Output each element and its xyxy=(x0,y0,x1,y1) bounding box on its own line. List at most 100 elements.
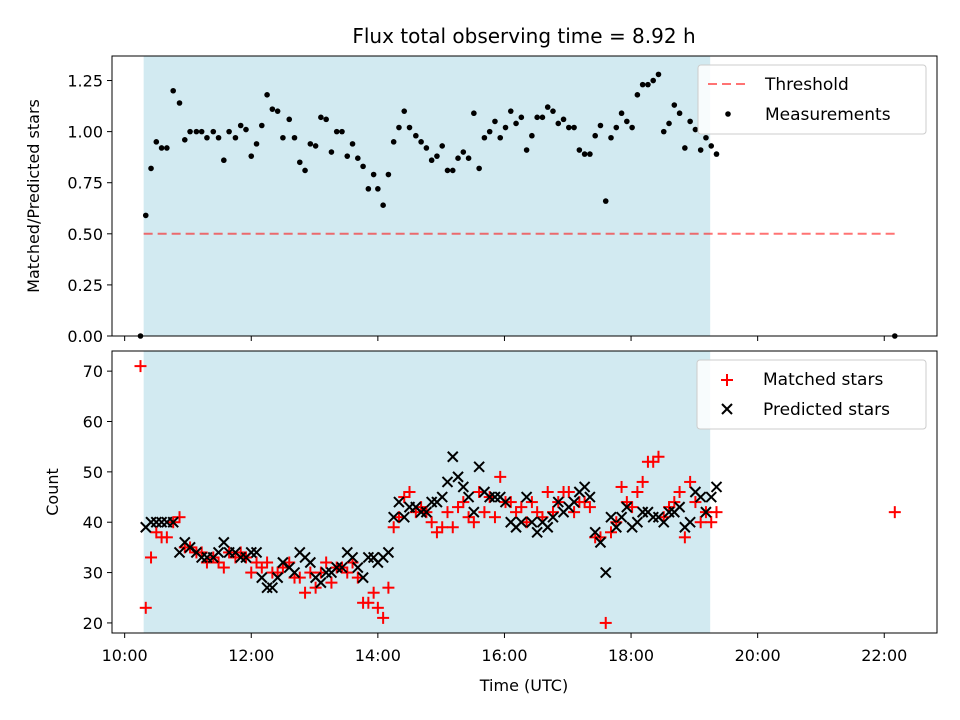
measurement-point xyxy=(302,167,308,174)
x-tick-label: 18:00 xyxy=(608,646,654,665)
top-legend: Threshold Measurements xyxy=(697,64,927,135)
measurement-point xyxy=(650,77,657,84)
measurement-point xyxy=(176,100,183,106)
measurement-point xyxy=(518,114,525,121)
matched-star-point xyxy=(694,516,707,529)
measurement-point xyxy=(158,145,165,151)
measurement-point xyxy=(243,126,249,133)
matched-star-point xyxy=(488,511,501,524)
measurement-point xyxy=(666,120,672,127)
predicted-star-point xyxy=(547,511,559,523)
measurement-point xyxy=(333,128,340,135)
bottom-shaded-span xyxy=(143,351,711,633)
bottom-y-axis: 20 30 40 50 60 70 xyxy=(83,362,112,633)
measurement-point xyxy=(544,104,551,110)
measurement-point xyxy=(365,186,372,192)
matched-star-point xyxy=(631,486,644,498)
top-axes-frame xyxy=(111,55,938,337)
predicted-star-point xyxy=(578,481,591,493)
measurement-point xyxy=(401,108,408,114)
x-tick-label: 20:00 xyxy=(735,646,781,665)
x-tick-label: 12:00 xyxy=(228,646,274,665)
matched-star-point xyxy=(599,616,612,629)
measurement-point xyxy=(708,143,715,149)
matched-star-point xyxy=(562,486,575,498)
measurement-point xyxy=(539,114,546,121)
matched-star-point xyxy=(446,521,459,534)
measurement-point xyxy=(406,124,413,131)
measurement-point xyxy=(449,167,456,174)
matched-star-point xyxy=(673,486,686,498)
measurement-point xyxy=(296,159,303,166)
measurement-point xyxy=(423,145,430,151)
measurement-point xyxy=(444,167,451,174)
matched-star-point xyxy=(134,360,147,373)
predicted-star-point xyxy=(673,501,686,513)
predicted-star-point xyxy=(315,576,327,589)
predicted-star-point xyxy=(173,546,186,559)
measurement-point xyxy=(193,128,200,135)
measurement-point xyxy=(418,139,424,145)
top-y-tick-label: 1.25 xyxy=(67,72,103,91)
predicted-star-point xyxy=(250,546,263,559)
predicted-star-point xyxy=(420,506,433,518)
predicted-star-point xyxy=(398,511,410,523)
bottom-axes-frame xyxy=(111,350,938,634)
bottom-panel: 20 30 40 50 60 70 10:00 12:00 14:00 16:00 18:00 20… xyxy=(43,350,938,695)
measurement-point xyxy=(413,132,419,139)
predicted-star-point xyxy=(266,581,279,594)
predicted-star-point xyxy=(357,571,369,584)
matched-star-point xyxy=(462,511,475,524)
predicted-star-point xyxy=(167,516,179,528)
measurement-point xyxy=(148,165,154,172)
predicted-star-point xyxy=(531,526,543,538)
measurement-point xyxy=(613,124,620,131)
measurement-point xyxy=(608,134,614,141)
matched-star-point xyxy=(325,576,338,589)
predicted-stars-points xyxy=(140,451,723,594)
predicted-star-point xyxy=(700,506,712,518)
predicted-star-point xyxy=(468,506,480,518)
matched-star-point xyxy=(320,556,333,569)
matched-star-point xyxy=(441,506,454,519)
matched-star-point xyxy=(467,516,480,529)
predicted-star-point xyxy=(447,451,459,463)
predicted-star-point xyxy=(520,491,533,503)
measurement-point xyxy=(328,149,335,155)
measurement-point xyxy=(344,153,351,159)
predicted-star-point xyxy=(621,501,633,513)
matched-star-point xyxy=(710,506,723,519)
matched-star-point xyxy=(362,596,375,609)
measurement-point xyxy=(187,128,193,135)
measurement-point xyxy=(460,149,467,155)
matched-star-point xyxy=(377,611,390,624)
predicted-star-point xyxy=(542,521,554,533)
bottom-y-axis-label: Count xyxy=(43,468,62,516)
measurement-point xyxy=(687,118,693,125)
matched-star-point xyxy=(371,601,384,614)
matched-star-point xyxy=(541,486,554,498)
predicted-star-point xyxy=(610,521,622,533)
matched-star-point xyxy=(367,586,380,599)
measurement-point xyxy=(428,157,435,164)
predicted-star-point xyxy=(515,516,528,528)
measurement-point xyxy=(221,157,227,164)
predicted-star-point xyxy=(452,471,464,483)
matched-star-point xyxy=(299,586,312,599)
measurement-point xyxy=(274,108,281,114)
measurement-point xyxy=(492,118,498,125)
top-panel: 0.00 0.25 0.50 0.75 1.00 1.25 Matched/Predict… xyxy=(24,55,938,346)
measurement-point xyxy=(481,134,488,141)
bottom-y-tick-label: 20 xyxy=(83,614,103,633)
matched-star-point xyxy=(510,506,523,519)
matched-star-point xyxy=(309,581,322,594)
measurement-point xyxy=(581,151,588,157)
measurement-point xyxy=(164,145,170,151)
matched-star-point xyxy=(578,496,591,509)
predicted-star-point xyxy=(526,516,538,528)
measurement-point xyxy=(597,122,604,129)
measurement-point xyxy=(671,102,678,108)
predicted-star-point xyxy=(594,536,607,549)
measurement-point xyxy=(618,110,625,117)
measurement-point xyxy=(624,118,630,125)
